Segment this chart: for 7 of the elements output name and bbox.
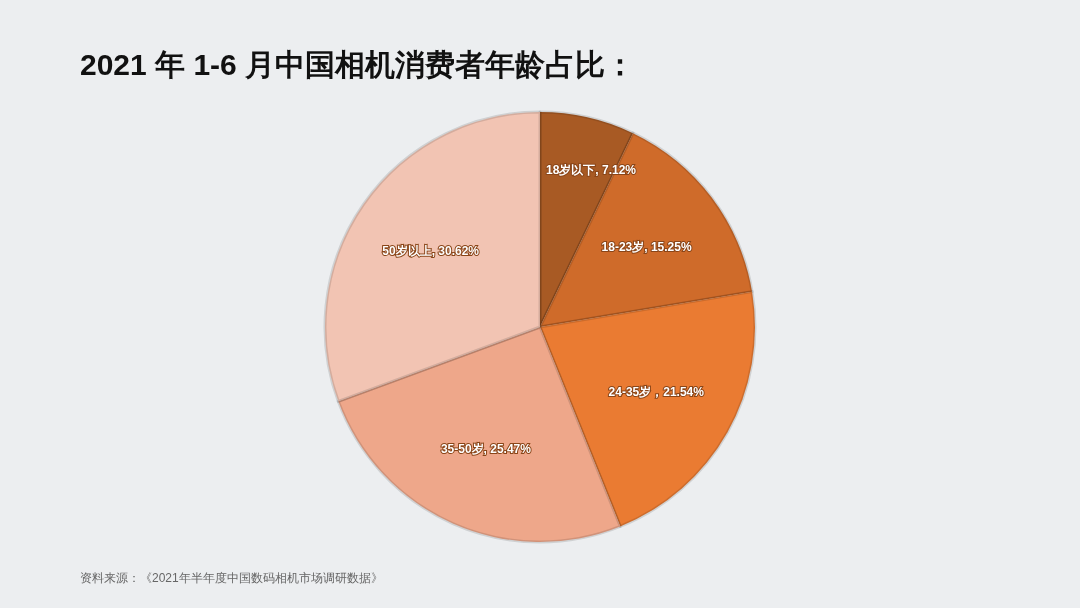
slice-label: 18岁以下, 7.12% — [546, 162, 637, 177]
chart-title: 2021 年 1-6 月中国相机消费者年龄占比： — [80, 48, 636, 81]
slice-label: 18-23岁, 15.25% — [601, 239, 692, 254]
slice-label: 35-50岁, 25.47% — [440, 441, 531, 456]
text: 资料来源：《2021年半年度中国数码相机市场调研数据》 — [80, 571, 383, 585]
slice-label: 50岁以上, 30.62% — [382, 243, 479, 258]
slice-label: 24-35岁，21.54% — [608, 385, 704, 400]
